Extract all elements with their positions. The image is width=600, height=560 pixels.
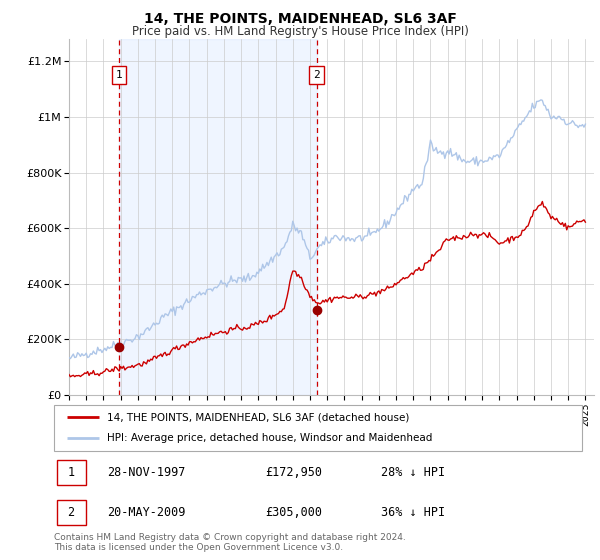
Text: HPI: Average price, detached house, Windsor and Maidenhead: HPI: Average price, detached house, Wind…	[107, 433, 432, 444]
Text: Contains HM Land Registry data © Crown copyright and database right 2024.: Contains HM Land Registry data © Crown c…	[54, 533, 406, 542]
Text: 14, THE POINTS, MAIDENHEAD, SL6 3AF: 14, THE POINTS, MAIDENHEAD, SL6 3AF	[143, 12, 457, 26]
Text: 28-NOV-1997: 28-NOV-1997	[107, 466, 185, 479]
FancyBboxPatch shape	[56, 460, 86, 484]
FancyBboxPatch shape	[56, 501, 86, 525]
Text: 2: 2	[313, 70, 320, 80]
Text: Price paid vs. HM Land Registry's House Price Index (HPI): Price paid vs. HM Land Registry's House …	[131, 25, 469, 38]
Text: This data is licensed under the Open Government Licence v3.0.: This data is licensed under the Open Gov…	[54, 543, 343, 552]
Text: 1: 1	[116, 70, 122, 80]
FancyBboxPatch shape	[54, 405, 582, 451]
Text: 36% ↓ HPI: 36% ↓ HPI	[382, 506, 445, 519]
Text: 2: 2	[68, 506, 75, 519]
Text: £305,000: £305,000	[265, 506, 322, 519]
Text: 20-MAY-2009: 20-MAY-2009	[107, 506, 185, 519]
Bar	[119, 39, 317, 395]
Text: 1: 1	[68, 466, 75, 479]
Text: 14, THE POINTS, MAIDENHEAD, SL6 3AF (detached house): 14, THE POINTS, MAIDENHEAD, SL6 3AF (det…	[107, 412, 409, 422]
Text: £172,950: £172,950	[265, 466, 322, 479]
Text: 28% ↓ HPI: 28% ↓ HPI	[382, 466, 445, 479]
